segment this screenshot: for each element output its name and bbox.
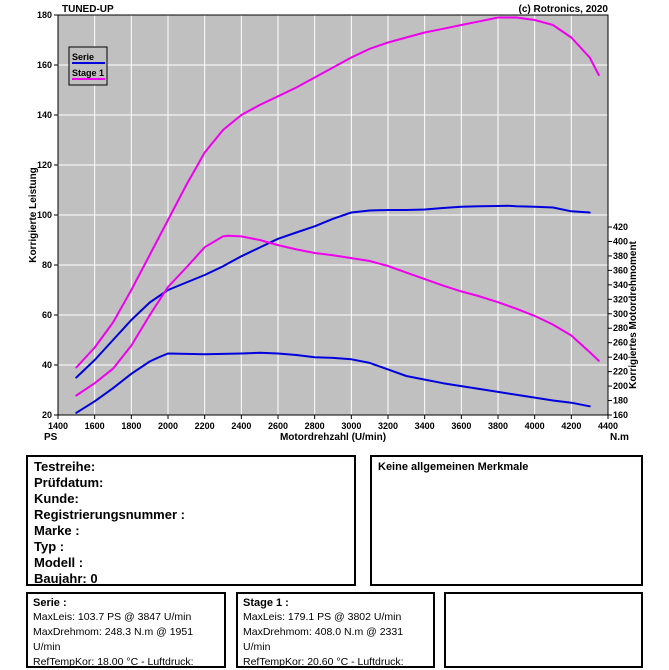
y-tick-label-left: 20 (42, 410, 52, 420)
empty-panel (444, 592, 643, 668)
test-info-panel: Testreihe: Prüfdatum: Kunde: Registrieru… (26, 455, 356, 586)
y-tick-label-left: 60 (42, 310, 52, 320)
stage1-max-torque: MaxDrehmom: 408.0 N.m @ 2331 (243, 626, 404, 638)
info-testreihe: Testreihe: (34, 459, 96, 474)
x-tick-label: 1400 (48, 421, 68, 431)
stage1-ref-temp: RefTempKor: 20.60 °C - Luftdruck: (243, 656, 404, 668)
x-tick-label: 4000 (525, 421, 545, 431)
x-axis-label: Motordrehzahl (U/min) (280, 432, 386, 443)
y-tick-label-left: 40 (42, 360, 52, 370)
x-tick-label: 3600 (451, 421, 471, 431)
x-tick-label: 3000 (341, 421, 361, 431)
x-tick-label: 3800 (488, 421, 508, 431)
y-axis-label-left: Korrigierte Leistung (28, 167, 39, 263)
features-panel: Keine allgemeinen Merkmale (370, 455, 643, 586)
serie-max-power: MaxLeis: 103.7 PS @ 3847 U/min (33, 611, 192, 623)
y-tick-label-right: 340 (613, 280, 628, 290)
axes: 1400 1600 1800 2000 2200 2400 2600 2800 3000 3200… (37, 10, 628, 431)
y-tick-label-right: 260 (613, 338, 628, 348)
x-tick-label: 2800 (305, 421, 325, 431)
stage1-results-panel: Stage 1 : MaxLeis: 179.1 PS @ 3802 U/min… (236, 592, 435, 668)
info-marke: Marke : (34, 523, 80, 538)
x-tick-label: 2400 (231, 421, 251, 431)
y-tick-label-left: 160 (37, 60, 52, 70)
y-tick-label-right: 300 (613, 309, 628, 319)
unit-left: PS (44, 432, 58, 443)
serie-max-torque: MaxDrehmom: 248.3 N.m @ 1951 (33, 626, 194, 638)
dyno-chart: 1400 1600 1800 2000 2200 2400 2600 2800 3000 3200… (28, 4, 639, 443)
x-tick-label: 2600 (268, 421, 288, 431)
legend-label-serie: Serie (72, 52, 94, 62)
legend-label-stage1: Stage 1 (72, 68, 104, 78)
y-tick-label-right: 280 (613, 323, 628, 333)
x-tick-label: 3400 (415, 421, 435, 431)
info-typ: Typ : (34, 539, 65, 554)
features-title: Keine allgemeinen Merkmale (378, 461, 529, 473)
serie-results-panel: Serie : MaxLeis: 103.7 PS @ 3847 U/min M… (26, 592, 226, 668)
x-tick-label: 1800 (121, 421, 141, 431)
y-tick-label-right: 400 (613, 236, 628, 246)
x-tick-label: 2000 (158, 421, 178, 431)
info-registrierungsnummer: Registrierungsnummer : (34, 507, 185, 522)
y-tick-label-right: 420 (613, 222, 628, 232)
y-tick-label-left: 80 (42, 260, 52, 270)
info-modell: Modell : (34, 555, 84, 570)
series-layer (75, 16, 600, 414)
stage1-max-torque-unit: U/min (243, 641, 271, 653)
y-tick-label-right: 180 (613, 396, 628, 406)
y-tick-label-right: 200 (613, 381, 628, 391)
legend: Serie Stage 1 (68, 46, 108, 86)
y-tick-label-left: 140 (37, 110, 52, 120)
info-pruefdatum: Prüfdatum: (34, 475, 104, 490)
series-stage1-torque-line (75, 234, 600, 397)
y-tick-label-left: 120 (37, 160, 52, 170)
y-tick-label-right: 160 (613, 410, 628, 420)
y-tick-label-right: 240 (613, 352, 628, 362)
y-tick-label-right: 320 (613, 294, 628, 304)
info-kunde: Kunde: (34, 491, 79, 506)
x-tick-label: 2200 (195, 421, 215, 431)
info-baujahr: Baujahr: 0 (34, 571, 98, 586)
x-tick-label: 1600 (85, 421, 105, 431)
serie-ref-temp: RefTempKor: 18.00 °C - Luftdruck: (33, 656, 194, 668)
x-tick-label: 4400 (598, 421, 618, 431)
y-tick-label-right: 220 (613, 367, 628, 377)
series-serie-torque-line (75, 351, 591, 414)
serie-results-heading: Serie : (33, 597, 67, 609)
chart-title: TUNED-UP (62, 4, 114, 15)
unit-right: N.m (610, 432, 629, 443)
series-stage1-power-line (75, 16, 600, 369)
y-tick-label-right: 380 (613, 251, 628, 261)
y-tick-label-left: 180 (37, 10, 52, 20)
x-tick-label: 3200 (378, 421, 398, 431)
stage1-results-heading: Stage 1 : (243, 597, 289, 609)
x-tick-label: 4200 (561, 421, 581, 431)
y-tick-label-right: 360 (613, 265, 628, 275)
y-tick-label-left: 100 (37, 210, 52, 220)
y-axis-label-right: Korrigiertes Motordrehmoment (628, 240, 639, 388)
serie-max-torque-unit: U/min (33, 641, 61, 653)
chart-copyright: (c) Rotronics, 2020 (519, 4, 609, 15)
stage1-max-power: MaxLeis: 179.1 PS @ 3802 U/min (243, 611, 402, 623)
